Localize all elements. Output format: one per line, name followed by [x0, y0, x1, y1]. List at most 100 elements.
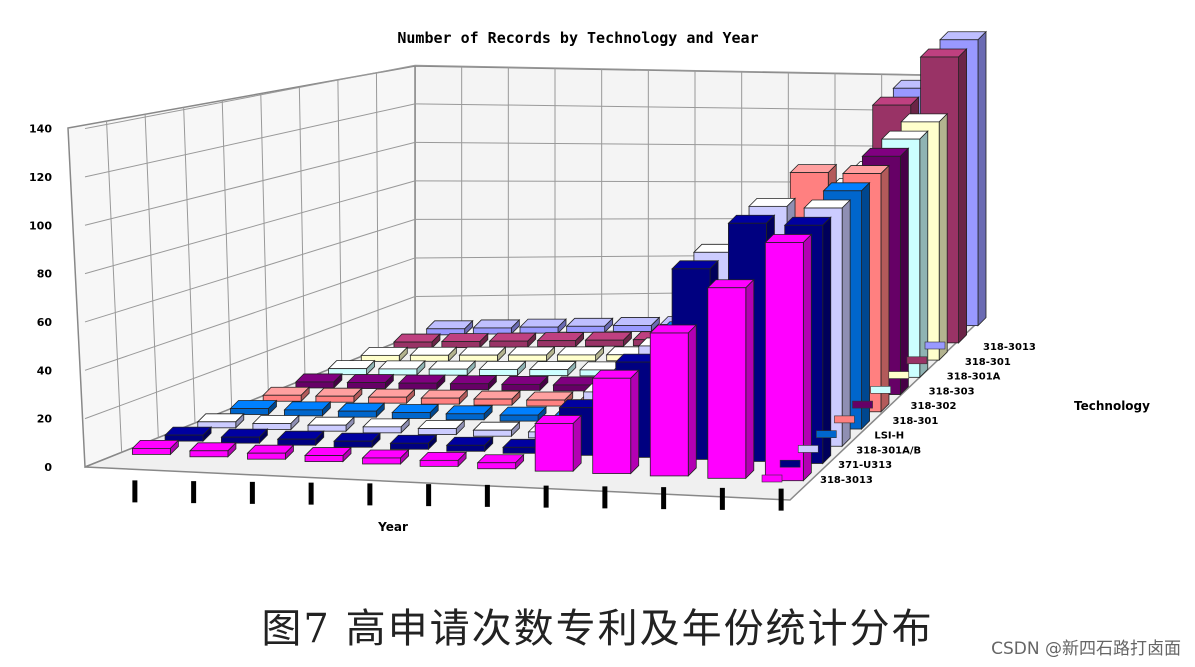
bar [536, 331, 585, 348]
bar [534, 414, 583, 473]
bar [327, 359, 376, 376]
technology-swatch [888, 371, 910, 379]
bar [458, 346, 507, 363]
grid-line [84, 257, 416, 371]
bar [131, 439, 180, 456]
bar [419, 451, 468, 468]
grid-line [221, 100, 233, 409]
technology-label: 318-301A [947, 372, 1001, 383]
bar [472, 318, 521, 335]
bar [188, 441, 237, 458]
bar [220, 428, 269, 445]
technology-axis: 318-3013 318-301 318-301A 318-303 318-302 318… [761, 341, 1036, 486]
technology-label: 318-301A/B [856, 445, 921, 456]
bar [362, 417, 411, 434]
technology-label: 318-301 [892, 416, 938, 427]
bar [556, 345, 605, 362]
grid-line [260, 93, 269, 394]
bar [304, 446, 352, 463]
technology-swatch [852, 400, 873, 409]
technology-label: LSI-H [874, 431, 904, 442]
bar [584, 331, 633, 348]
grid-line [375, 72, 379, 350]
bar [519, 318, 567, 335]
y-tick-label: 120 [29, 171, 52, 184]
grid-line [298, 86, 306, 380]
bar [164, 426, 213, 443]
x-tick-label [426, 484, 432, 507]
grid-line [84, 180, 416, 275]
bar [409, 346, 458, 363]
x-tick-label [191, 481, 197, 504]
bar [360, 346, 409, 363]
bar [314, 387, 363, 404]
x-tick-label [308, 482, 314, 505]
technology-swatch [906, 356, 928, 365]
bar [361, 448, 410, 465]
technology-swatch [924, 341, 946, 350]
bar [333, 432, 382, 449]
bar [346, 373, 395, 390]
bar [229, 399, 278, 416]
grid-line [144, 114, 159, 438]
x-tick-label [719, 487, 725, 510]
bar [417, 419, 466, 436]
grid-line [337, 79, 343, 365]
bar [397, 374, 446, 391]
y-tick-label: 100 [29, 219, 52, 232]
bar [389, 434, 438, 451]
y-tick-label: 140 [29, 123, 52, 136]
y-tick-label: 40 [37, 364, 53, 377]
x-axis [132, 480, 784, 511]
grid-line [84, 218, 416, 323]
bar [307, 416, 355, 433]
bar [500, 375, 549, 392]
technology-label: 318-3013 [820, 475, 873, 486]
bar [196, 412, 245, 429]
y-tick-label: 80 [37, 268, 53, 281]
technology-swatch [779, 459, 801, 468]
bar [499, 406, 548, 423]
technology-swatch [870, 386, 891, 394]
bar [472, 421, 521, 438]
bar [565, 317, 614, 334]
z-axis-label: Technology [1074, 399, 1150, 413]
bar [276, 430, 325, 447]
bar [488, 332, 537, 349]
grid-line [84, 64, 416, 130]
technology-swatch [761, 474, 783, 483]
bar [393, 333, 441, 350]
x-tick-label [543, 485, 549, 508]
bar [649, 324, 698, 477]
bar [246, 444, 295, 461]
technology-label: 371-U313 [838, 460, 892, 471]
bar [478, 360, 527, 377]
bar [445, 404, 494, 421]
bar [706, 278, 755, 480]
grid-line [84, 103, 416, 178]
x-tick-label [367, 483, 373, 506]
bar [294, 372, 343, 389]
bars [131, 30, 987, 482]
grid-line [84, 296, 416, 420]
technology-swatch [797, 445, 819, 453]
bar [283, 400, 332, 417]
x-tick-label [132, 480, 138, 503]
x-tick-label [661, 487, 667, 510]
bar [473, 390, 521, 407]
y-axis: 0 20 40 60 80 100 120 140 [29, 123, 52, 474]
bar [440, 332, 489, 349]
technology-label: 318-302 [911, 401, 957, 412]
x-tick-label [778, 488, 784, 511]
bar [764, 233, 813, 482]
bar [251, 414, 300, 431]
x-tick-label [602, 486, 608, 509]
bar [425, 319, 474, 336]
bar [337, 402, 386, 419]
bar [445, 436, 494, 453]
bar [591, 369, 640, 475]
y-tick-label: 20 [37, 413, 53, 426]
bar [391, 403, 440, 420]
bar [528, 360, 577, 377]
